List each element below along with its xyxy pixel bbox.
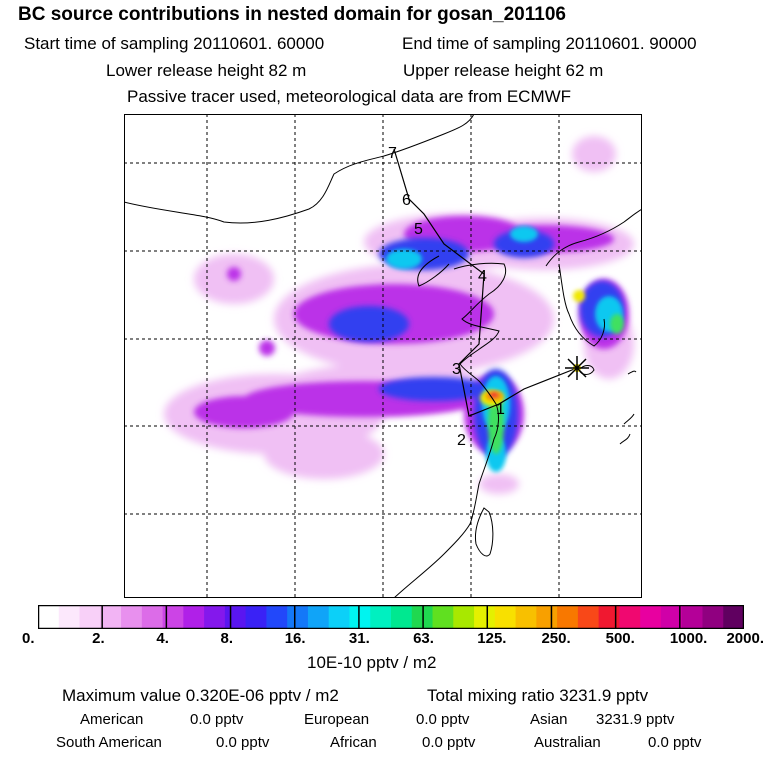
trajectory-label-7: 7 — [388, 145, 397, 162]
australian-value: 0.0 pptv — [648, 734, 702, 751]
colorbar-cell — [79, 605, 101, 629]
trajectory-label-3: 3 — [452, 361, 461, 378]
lower-release-label: Lower release height 82 m — [106, 61, 307, 80]
colorbar-cell — [494, 605, 517, 629]
colorbar-cell — [723, 605, 744, 629]
colorbar-cell — [577, 605, 600, 629]
colorbar-tick-label: 8. — [220, 630, 234, 647]
upper-release-label: Upper release height 62 m — [403, 61, 604, 80]
colorbar-tick-label: 125. — [477, 630, 507, 647]
colorbar-tick-label: 2000. — [726, 630, 764, 647]
back-trajectory-line — [393, 148, 578, 417]
trajectory-label-6: 6 — [402, 192, 411, 209]
colorbar-tick-label: 4. — [156, 630, 169, 647]
colorbar-cell — [432, 605, 454, 629]
trajectory-label-4: 4 — [478, 268, 487, 285]
south-american-label: South American — [56, 734, 162, 751]
american-value: 0.0 pptv — [190, 711, 244, 728]
colorbar-cell — [100, 605, 122, 629]
colorbar-cell — [370, 605, 392, 629]
asian-value: 3231.9 pptv — [596, 711, 675, 728]
colorbar-tick-label: 250. — [541, 630, 571, 647]
coastlines — [124, 114, 642, 598]
start-time-label: Start time of sampling 20110601. 60000 — [24, 34, 325, 53]
african-value: 0.0 pptv — [422, 734, 476, 751]
colorbar-tick-label: 500. — [605, 630, 635, 647]
colorbar-cell — [38, 605, 60, 629]
colorbar-cell — [141, 605, 164, 629]
end-time-label: End time of sampling 20110601. 90000 — [402, 34, 697, 53]
colorbar-tick-label: 16. — [284, 630, 306, 647]
colorbar-units: 10E-10 pptv / m2 — [307, 653, 437, 672]
colorbar-tick-label: 2. — [92, 630, 105, 647]
plot-title: BC source contributions in nested domain… — [18, 4, 566, 25]
colorbar-cell — [619, 605, 641, 629]
total-mixing-ratio: Total mixing ratio 3231.9 pptv — [427, 686, 649, 705]
colorbar-cell — [121, 605, 143, 629]
colorbar-cell — [453, 605, 475, 629]
colorbar-cell — [183, 605, 205, 629]
colorbar-tick-label: 63. — [413, 630, 434, 647]
colorbar-cell — [557, 605, 579, 629]
american-label: American — [80, 711, 144, 728]
trajectory-label-2: 2 — [457, 432, 466, 449]
trajectory-label-1: 1 — [496, 401, 505, 418]
colorbar-cell — [391, 605, 413, 629]
colorbar-cell — [681, 605, 704, 629]
trajectory-label-5: 5 — [414, 221, 423, 238]
tracer-note: Passive tracer used, meteorological data… — [127, 87, 572, 106]
asian-label: Asian — [530, 711, 568, 728]
colorbar-cell — [598, 605, 621, 629]
colorbar-cell — [307, 605, 330, 629]
colorbar-tick-label: 0. — [22, 630, 35, 647]
colorbar-cell — [328, 605, 351, 629]
colorbar-cell — [224, 605, 247, 629]
colorbar — [38, 605, 744, 629]
colorbar-cell — [266, 605, 288, 629]
concentration-field-green — [488, 314, 624, 454]
european-label: European — [304, 711, 370, 728]
colorbar-cell — [349, 605, 371, 629]
graticule — [124, 114, 642, 598]
colorbar-tick-label: 31. — [348, 630, 370, 647]
colorbar-cell — [245, 605, 268, 629]
colorbar-cell — [660, 605, 683, 629]
maximum-value: Maximum value 0.320E-06 pptv / m2 — [62, 686, 339, 705]
australian-label: Australian — [534, 734, 601, 751]
colorbar-tick-label: 1000. — [669, 630, 708, 647]
colorbar-cell — [204, 605, 226, 629]
colorbar-cell — [162, 605, 184, 629]
colorbar-cell — [702, 605, 724, 629]
colorbar-cell — [515, 605, 537, 629]
colorbar-cell — [536, 605, 558, 629]
receptor-star-icon — [565, 356, 589, 380]
south-american-value: 0.0 pptv — [216, 734, 270, 751]
african-label: African — [330, 734, 377, 751]
colorbar-cell — [474, 605, 496, 629]
colorbar-cell — [287, 605, 309, 629]
colorbar-cell — [58, 605, 81, 629]
european-value: 0.0 pptv — [416, 711, 470, 728]
source-contribution-map: 1 2 3 4 5 6 7 — [124, 114, 642, 598]
colorbar-cell — [640, 605, 662, 629]
